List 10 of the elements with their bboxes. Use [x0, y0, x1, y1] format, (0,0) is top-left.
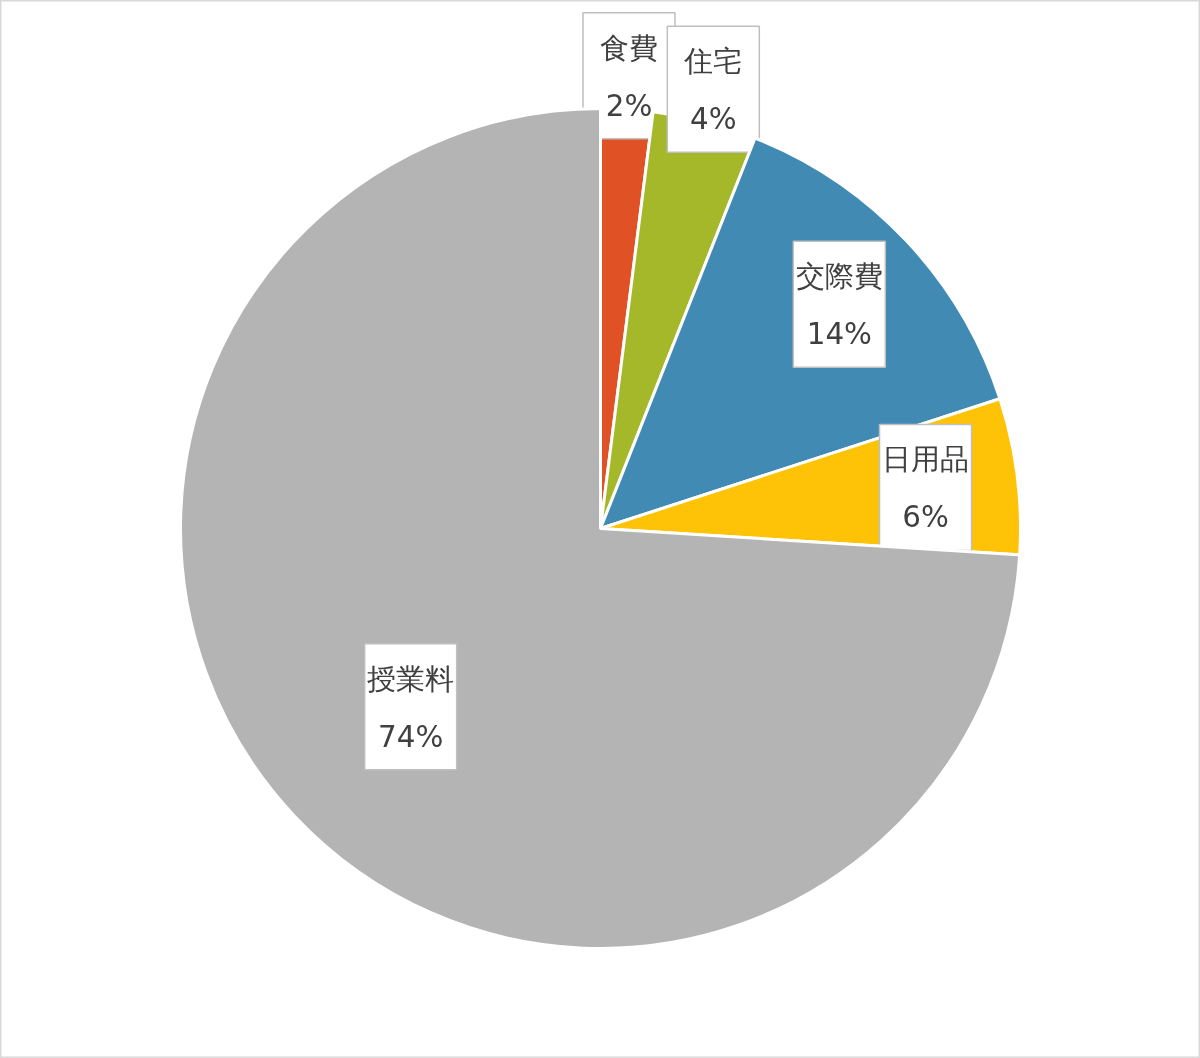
data-label: 74% [378, 719, 444, 754]
slice-label: 交際費 [795, 259, 883, 294]
data-label: 6% [902, 500, 949, 535]
slice-label: 食費 [599, 30, 658, 65]
data-label: 14% [806, 317, 872, 352]
slice-label: 日用品 [882, 442, 970, 477]
data-label: 4% [690, 102, 737, 137]
slice-label: 授業料 [367, 661, 455, 696]
data-label: 2% [605, 88, 653, 123]
slice-label: 住宅 [683, 44, 743, 79]
